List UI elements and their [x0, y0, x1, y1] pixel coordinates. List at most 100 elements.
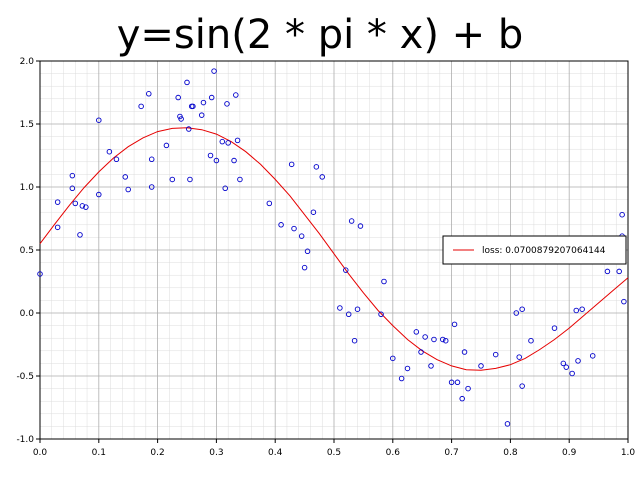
data-point: [451, 321, 458, 328]
data-point: [343, 267, 349, 273]
data-point: [213, 157, 220, 164]
data-point: [519, 383, 525, 389]
data-point: [148, 156, 155, 163]
data-point: [163, 142, 170, 149]
data-point: [288, 161, 295, 168]
data-point: [589, 353, 596, 359]
data-point: [69, 172, 76, 179]
data-point: [125, 186, 131, 193]
data-point: [177, 113, 183, 120]
data-point: [440, 336, 446, 343]
chart-title: y=sin(2 * pi * x) + b: [117, 12, 524, 58]
data-point: [233, 92, 239, 98]
data-point: [569, 370, 575, 377]
data-point: [616, 268, 622, 275]
y-tick-label: 1.5: [20, 120, 34, 130]
y-tick-label: 2.0: [20, 57, 35, 67]
data-point: [200, 99, 207, 106]
data-point: [187, 176, 193, 183]
data-point: [454, 379, 461, 386]
x-tick-label: 0.7: [444, 448, 458, 458]
x-tick-label: 0.9: [562, 448, 577, 458]
data-point: [113, 156, 120, 163]
data-point: [513, 310, 520, 316]
data-point: [398, 375, 405, 382]
data-point: [225, 140, 231, 146]
data-point: [211, 68, 217, 74]
data-point: [224, 101, 230, 107]
data-point: [413, 329, 420, 335]
data-point: [219, 138, 226, 145]
grid: [39, 60, 629, 440]
data-point: [304, 248, 311, 255]
data-point: [478, 363, 484, 369]
data-point: [418, 349, 424, 355]
data-point: [122, 174, 129, 180]
data-point: [69, 185, 76, 192]
data-point: [266, 200, 273, 207]
data-point: [234, 137, 241, 144]
data-point: [551, 325, 558, 331]
legend: loss: 0.0700879207064144: [442, 235, 627, 265]
data-point: [208, 94, 215, 101]
data-points: [37, 68, 627, 427]
data-point: [96, 191, 102, 198]
data-point: [348, 218, 355, 224]
data-point: [319, 174, 325, 180]
data-point: [560, 360, 567, 367]
y-tick-label: 0.5: [20, 246, 34, 256]
data-point: [175, 94, 181, 101]
data-point: [492, 351, 499, 358]
x-tick-label: 0.8: [503, 448, 518, 458]
data-point: [37, 271, 43, 277]
data-point: [528, 337, 534, 344]
y-tick-label: 1.0: [20, 183, 35, 193]
data-point: [516, 354, 522, 360]
axis-ticks: 0.0 0.1 0.2 0.3 0.4 0.5 0.6 0.7 0.8 0.9 1.0 -1.0 -0.…: [16, 57, 635, 458]
data-point: [575, 358, 581, 364]
y-tick-label: 0.0: [20, 309, 35, 319]
y-tick-label: -1.0: [16, 435, 34, 445]
data-point: [190, 103, 196, 110]
data-point: [178, 116, 184, 122]
x-tick-label: 0.0: [33, 448, 48, 458]
data-point: [357, 223, 364, 229]
x-tick-label: 0.1: [92, 448, 106, 458]
data-point: [351, 337, 358, 344]
data-point: [404, 365, 411, 372]
data-point: [573, 307, 580, 314]
data-point: [83, 204, 89, 210]
data-point: [198, 112, 205, 118]
data-point: [313, 164, 320, 170]
data-point: [298, 233, 305, 239]
data-point: [310, 209, 317, 215]
data-point: [579, 306, 585, 312]
data-point: [442, 337, 449, 344]
data-point: [96, 117, 102, 123]
data-point: [237, 176, 243, 183]
y-tick-label: -0.5: [16, 372, 34, 382]
data-point: [207, 152, 214, 159]
fit-line-layer: [39, 127, 629, 371]
data-point: [381, 278, 387, 285]
data-point: [448, 379, 455, 386]
data-point: [54, 199, 61, 205]
data-point: [621, 298, 627, 305]
data-point: [72, 200, 79, 207]
data-point: [148, 184, 155, 190]
data-point: [619, 211, 625, 218]
x-tick-label: 0.6: [386, 448, 401, 458]
fit-line: [39, 127, 629, 371]
data-point: [337, 305, 343, 311]
data-point: [278, 222, 284, 228]
data-point: [563, 364, 570, 370]
data-point: [138, 103, 144, 110]
legend-label: loss: 0.0700879207064144: [482, 246, 606, 256]
data-point: [169, 176, 176, 183]
x-tick-label: 0.5: [327, 448, 341, 458]
data-point: [390, 355, 396, 362]
data-point: [222, 185, 228, 192]
data-point: [345, 311, 352, 318]
x-tick-label: 0.3: [209, 448, 223, 458]
